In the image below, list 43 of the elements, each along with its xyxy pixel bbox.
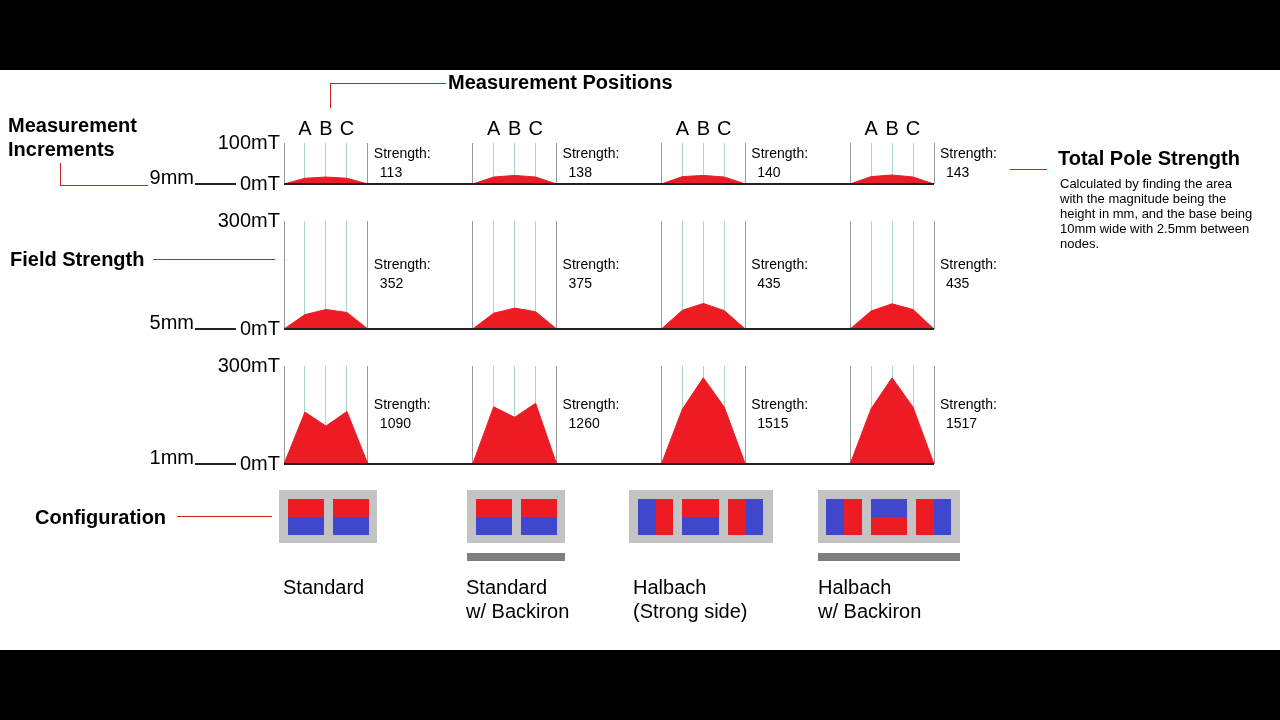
text: Standard w/ Backiron	[466, 576, 570, 622]
text: Total Pole Strength	[1058, 147, 1240, 170]
x-tick-label: B	[696, 116, 711, 139]
text: Strength: 1517	[940, 396, 997, 432]
text: Measurement Increments	[8, 113, 138, 161]
text: Standard	[283, 575, 366, 599]
annotation: Strength: 1260	[562, 396, 620, 432]
x-tick-label: B	[885, 116, 899, 139]
text: Halbach w/ Backiron	[818, 575, 923, 623]
chart-title: Measurement Positions	[448, 71, 673, 94]
x-tick-label: A	[298, 116, 313, 139]
y-axis-title: 5mm	[149, 310, 194, 333]
x-tick-label: C	[717, 116, 732, 139]
x-tick-label: A	[864, 116, 879, 139]
y-axis-title: 9mm	[149, 165, 194, 188]
annotation: Strength: 113	[373, 144, 431, 180]
x-tick-label: C	[528, 116, 543, 139]
x-tick-label: C	[905, 116, 921, 139]
y-tick-label: 100mT	[217, 130, 280, 153]
text: Configuration	[35, 505, 168, 529]
annotation: Strength: 435	[751, 256, 809, 292]
x-tick-label: B	[319, 116, 333, 139]
y-tick-label: 0mT	[240, 171, 280, 194]
text: Strength: 143	[940, 144, 997, 180]
y-tick-label: 300mT	[217, 353, 280, 376]
y-tick-label: 0mT	[240, 451, 280, 474]
text: Field Strength	[10, 247, 146, 271]
x-tick-label: A	[675, 116, 690, 139]
annotation: Strength: 352	[373, 256, 431, 292]
annotation: Strength: 138	[562, 144, 620, 180]
x-tick-label: C	[339, 116, 355, 139]
text: Calculated by finding the area with the magnitude being the height in mm, and the base being 10mm wide with 2.5mm between nodes.	[1060, 176, 1254, 251]
x-tick-label: B	[507, 116, 522, 139]
annotation: Strength: 140	[751, 144, 809, 180]
text: Halbach (Strong side)	[633, 575, 749, 623]
annotation: Strength: 1090	[373, 396, 431, 432]
x-tick-label: A	[487, 116, 502, 139]
y-tick-label: 300mT	[217, 208, 280, 231]
annotation: Strength: 1515	[751, 396, 809, 432]
y-tick-label: 0mT	[240, 316, 280, 339]
y-axis-title: 1mm	[149, 445, 194, 468]
text: Strength: 435	[940, 256, 997, 292]
annotation: Strength: 375	[562, 256, 620, 292]
